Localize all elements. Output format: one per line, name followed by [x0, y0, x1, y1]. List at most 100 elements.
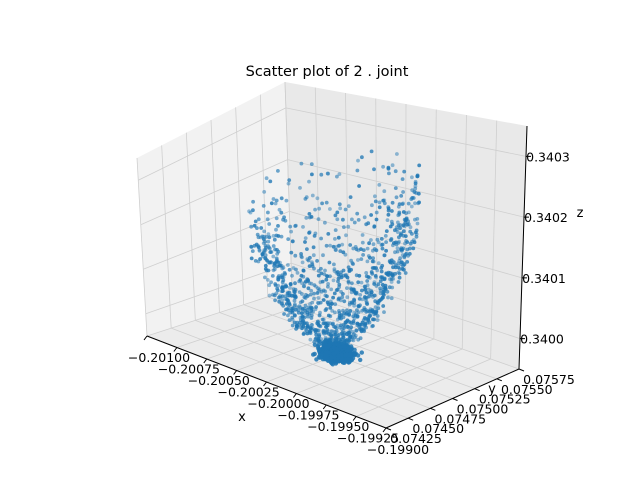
z-tick-label: 0.3401 — [522, 271, 566, 286]
y-tick-label: 0.07525 — [479, 392, 531, 407]
scatter-point — [260, 252, 265, 257]
z-tick-label: 0.3402 — [524, 210, 568, 225]
scatter-point — [362, 284, 367, 289]
scatter-point — [342, 299, 347, 304]
scatter-point — [307, 179, 311, 184]
scatter-point — [405, 247, 410, 252]
scatter-point — [263, 275, 267, 280]
scatter-point — [377, 183, 382, 187]
scatter-point — [360, 288, 364, 293]
y-tick — [474, 388, 480, 392]
scatter-point — [254, 242, 259, 247]
scatter-point — [393, 250, 397, 255]
scatter-point — [371, 256, 375, 261]
scatter-point — [326, 171, 330, 176]
scatter-point — [357, 273, 362, 278]
scatter-point — [411, 246, 416, 251]
scatter-point — [401, 223, 406, 228]
scatter-point — [311, 309, 315, 314]
scatter-point — [380, 277, 385, 281]
scatter-point — [387, 259, 392, 264]
scatter-point — [281, 278, 286, 283]
scatter-point — [336, 297, 341, 302]
y-grid-left — [210, 119, 220, 313]
x-tick-label: −0.20075 — [158, 362, 220, 377]
scatter-point — [346, 345, 351, 350]
scatter-point — [349, 357, 354, 363]
scatter-point — [332, 291, 337, 296]
scatter-point — [267, 246, 272, 251]
scatter-point — [395, 246, 400, 251]
scatter-point — [356, 310, 361, 315]
scatter-point — [346, 280, 351, 285]
scatter-point — [308, 326, 313, 330]
scatter-point — [303, 325, 308, 330]
scatter-point — [345, 318, 350, 323]
scatter-point — [332, 262, 336, 267]
scatter-point — [359, 247, 363, 252]
y-grid-left — [185, 132, 196, 321]
scatter-point — [301, 225, 305, 229]
scatter-point — [373, 199, 378, 204]
z-grid-left — [140, 159, 288, 226]
scatter-point — [390, 209, 394, 213]
scatter-point — [344, 331, 350, 337]
scatter-point — [372, 225, 377, 229]
scatter-point — [346, 224, 351, 229]
y-tick — [430, 407, 436, 411]
scatter-point — [343, 358, 348, 363]
x-tick-label: −0.20025 — [218, 385, 280, 400]
scatter-point — [312, 342, 318, 347]
scatter-point — [267, 222, 272, 226]
scatter-point — [372, 167, 376, 172]
scatter-point — [328, 340, 333, 345]
scatter-point — [325, 300, 330, 305]
scatter-point — [321, 330, 326, 335]
scatter-point — [310, 300, 315, 305]
scatter-point — [249, 224, 254, 229]
axis-lines — [143, 125, 531, 433]
scatter-point — [317, 323, 321, 328]
scatter-point — [342, 339, 347, 343]
scatter-point — [331, 295, 335, 300]
scatter-point — [398, 233, 403, 237]
scatter-point — [397, 212, 402, 217]
scatter-point — [308, 292, 313, 297]
scatter-point — [308, 330, 313, 334]
scatter-point — [337, 282, 342, 287]
scatter-point — [381, 198, 386, 203]
scatter-point — [274, 256, 279, 261]
x-tick-label: −0.20000 — [247, 396, 309, 411]
x-grid-back — [375, 98, 378, 320]
scatter-point — [293, 281, 297, 286]
scatter-point — [280, 301, 284, 306]
scatter-point — [322, 272, 327, 277]
scatter-point — [345, 325, 350, 329]
z-tick-label: 0.3403 — [526, 149, 570, 164]
scatter-point — [380, 295, 385, 300]
scatter-point — [325, 357, 331, 363]
scatter-point — [310, 260, 314, 265]
scatter-point — [341, 322, 346, 327]
scatter-point — [357, 184, 361, 188]
scatter-point — [400, 177, 405, 182]
scatter-point — [286, 313, 290, 318]
scatter-point — [325, 330, 329, 335]
x-tick-label: −0.19925 — [337, 431, 399, 446]
scatter-point — [321, 321, 326, 326]
scatter-point — [306, 324, 311, 328]
scatter-point — [292, 303, 297, 308]
scatter-point — [281, 289, 285, 293]
scatter-point — [266, 232, 271, 237]
scatter-point — [413, 186, 418, 191]
scatter-point — [332, 332, 337, 337]
scatter-point — [386, 212, 391, 217]
scatter-point — [309, 288, 314, 293]
scatter-point — [286, 308, 291, 313]
scatter-point — [380, 282, 385, 287]
scatter-point — [276, 224, 280, 228]
scatter-point — [319, 271, 324, 276]
scatter-point — [326, 313, 331, 318]
scatter-point — [283, 294, 288, 299]
scatter-point — [371, 295, 375, 299]
